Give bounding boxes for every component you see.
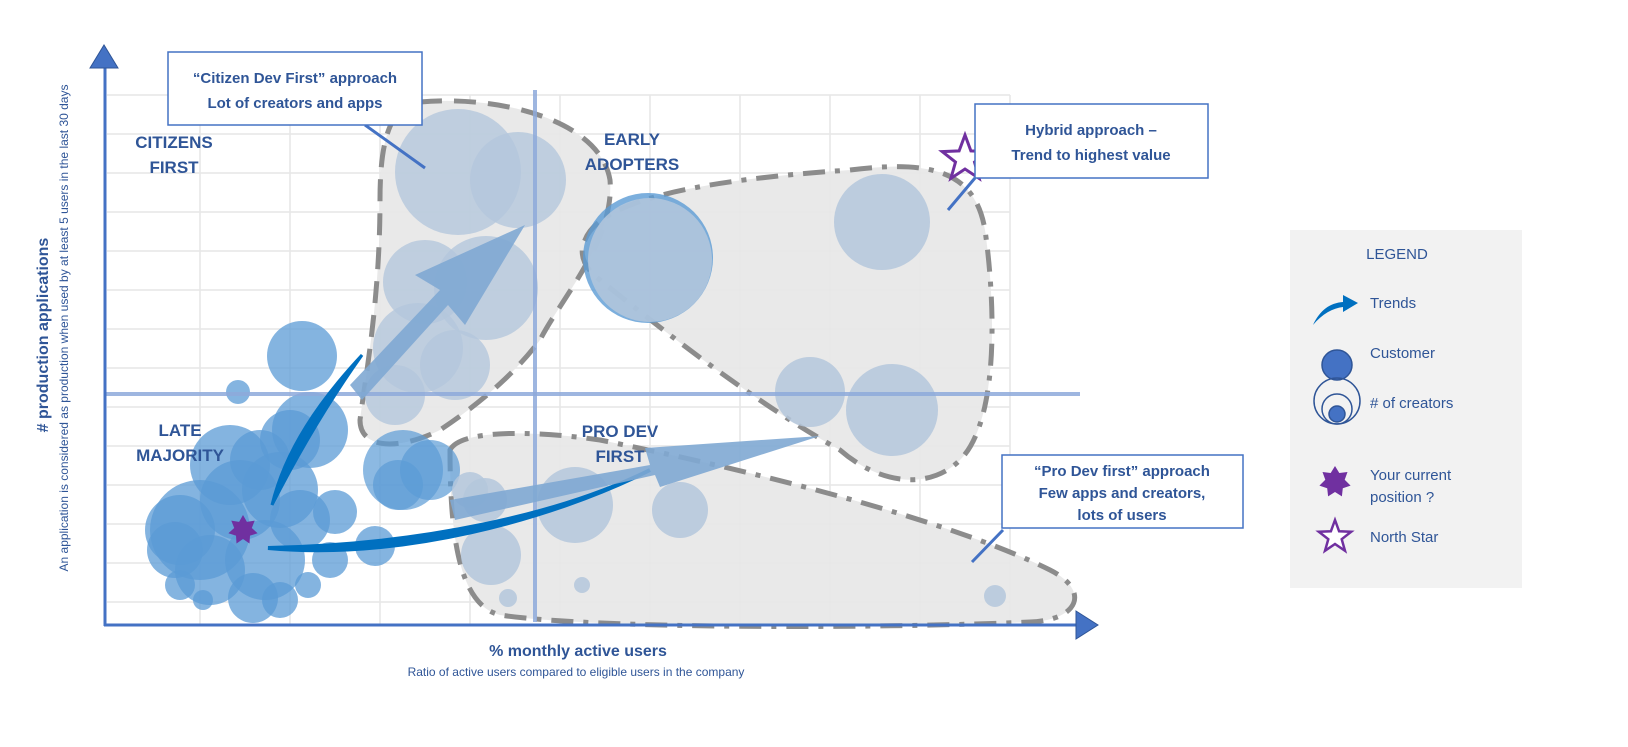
callout-pro-dev: “Pro Dev first” approach Few apps and cre… bbox=[970, 454, 1244, 564]
quadrant-pro-dev-first: PRO DEV FIRST bbox=[582, 422, 659, 466]
customer-bubble bbox=[295, 572, 321, 598]
customer-bubble bbox=[652, 482, 708, 538]
svg-text:Hybrid approach –Trend to high: Hybrid approach – Trend to highest value bbox=[1011, 122, 1170, 164]
legend-item-creators: # of creators bbox=[1313, 377, 1453, 425]
customer-bubble bbox=[461, 525, 521, 585]
customer-bubble bbox=[420, 330, 490, 400]
customer-circle-icon bbox=[1321, 349, 1353, 381]
customer-bubble bbox=[846, 364, 938, 456]
x-axis-arrow-icon bbox=[1075, 610, 1099, 640]
purple-burst-star-icon bbox=[1319, 466, 1351, 497]
customer-bubble bbox=[400, 440, 460, 500]
x-axis-title: % monthly active users bbox=[489, 643, 667, 660]
y-axis-subtitle: An application is considered as producti… bbox=[57, 85, 71, 572]
trend-arrow-icon bbox=[1313, 295, 1358, 325]
customer-bubble bbox=[574, 577, 590, 593]
outline-star-icon bbox=[1315, 516, 1355, 554]
callout-citizen-dev: “Citizen Dev First” approach Lot of creat… bbox=[167, 51, 426, 170]
customer-bubble bbox=[984, 585, 1006, 607]
customer-bubble bbox=[588, 198, 712, 322]
y-axis-arrow-icon bbox=[89, 44, 119, 69]
customer-bubble bbox=[499, 589, 517, 607]
customer-bubble bbox=[834, 174, 930, 270]
nested-circles-icon bbox=[1313, 377, 1361, 425]
pro-dev-zone bbox=[447, 430, 1078, 629]
svg-text:Trends: Trends bbox=[1370, 295, 1416, 312]
y-axis-title: # production applications bbox=[35, 238, 52, 433]
current-position-star-icon bbox=[228, 515, 258, 544]
trend-arrow-up bbox=[270, 225, 525, 506]
legend-item-customer: Customer bbox=[1321, 345, 1435, 381]
x-axis-subtitle: Ratio of active users compared to eligib… bbox=[408, 665, 745, 679]
legend-item-current-position: Your current position ? bbox=[1319, 466, 1452, 506]
svg-text:North Star: North Star bbox=[1370, 529, 1438, 546]
customer-bubble bbox=[145, 495, 215, 565]
customer-bubble bbox=[267, 321, 337, 391]
quadrant-early-adopters: EARLY ADOPTERS bbox=[585, 130, 679, 174]
legend: LEGEND Trends Customer # of creators You… bbox=[1290, 230, 1522, 588]
legend-title: LEGEND bbox=[1366, 246, 1428, 263]
legend-item-north-star: North Star bbox=[1315, 516, 1438, 554]
callout-hybrid: Hybrid approach – Trend to highest value bbox=[946, 103, 1209, 211]
legend-item-trends: Trends bbox=[1313, 295, 1416, 325]
customer-bubble bbox=[470, 132, 566, 228]
trend-arrow-right bbox=[267, 436, 820, 553]
customer-bubble bbox=[270, 490, 330, 550]
quadrant-late-majority: LATE MAJORITY bbox=[136, 421, 225, 465]
svg-text:Customer: Customer bbox=[1370, 345, 1435, 362]
quadrant-citizens-first: CITIZENS FIRST bbox=[135, 133, 212, 177]
svg-text:# of creators: # of creators bbox=[1370, 395, 1453, 412]
